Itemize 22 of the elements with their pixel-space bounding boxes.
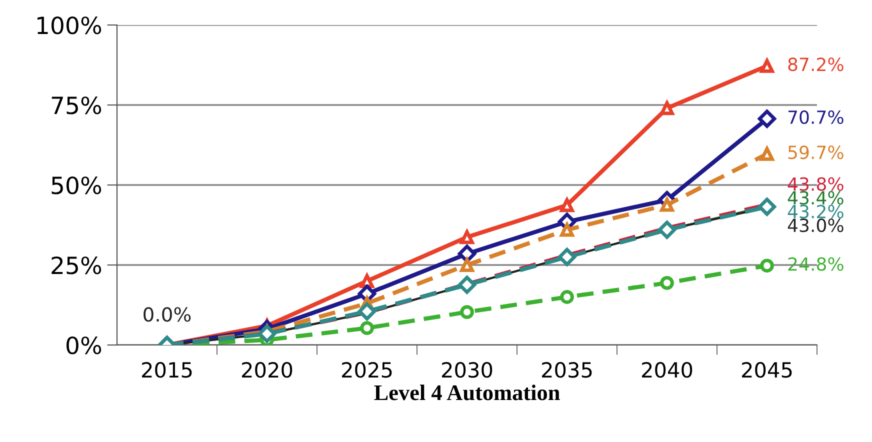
y-tick-label: 75% (52, 96, 102, 114)
x-tick-label: 2030 (442, 362, 492, 378)
data-label: 43.8% (788, 177, 844, 191)
y-tick-label: 50% (52, 176, 102, 194)
y-tick-label: 0% (66, 336, 102, 354)
x-tick-label: 2015 (142, 362, 192, 378)
x-tick-label: 2045 (742, 362, 792, 378)
data-label: 87.2% (788, 58, 844, 72)
data-label: 43.0% (788, 218, 844, 232)
data-label: 24.8% (788, 257, 844, 271)
data-label: 43.4% (788, 190, 844, 205)
x-tick-label: 2035 (542, 362, 592, 378)
data-label: 43.2% (788, 204, 844, 218)
data-label: 0.0% (144, 307, 191, 322)
x-axis-title: Level 4 Automation (374, 384, 560, 400)
x-tick-label: 2040 (642, 362, 692, 378)
y-tick-label: 100% (38, 16, 102, 34)
x-tick-label: 2025 (342, 362, 392, 378)
x-tick-label: 2020 (242, 362, 292, 378)
data-label: 70.7% (788, 110, 844, 124)
y-tick-label: 25% (52, 256, 102, 274)
data-label: 59.7% (788, 146, 844, 160)
